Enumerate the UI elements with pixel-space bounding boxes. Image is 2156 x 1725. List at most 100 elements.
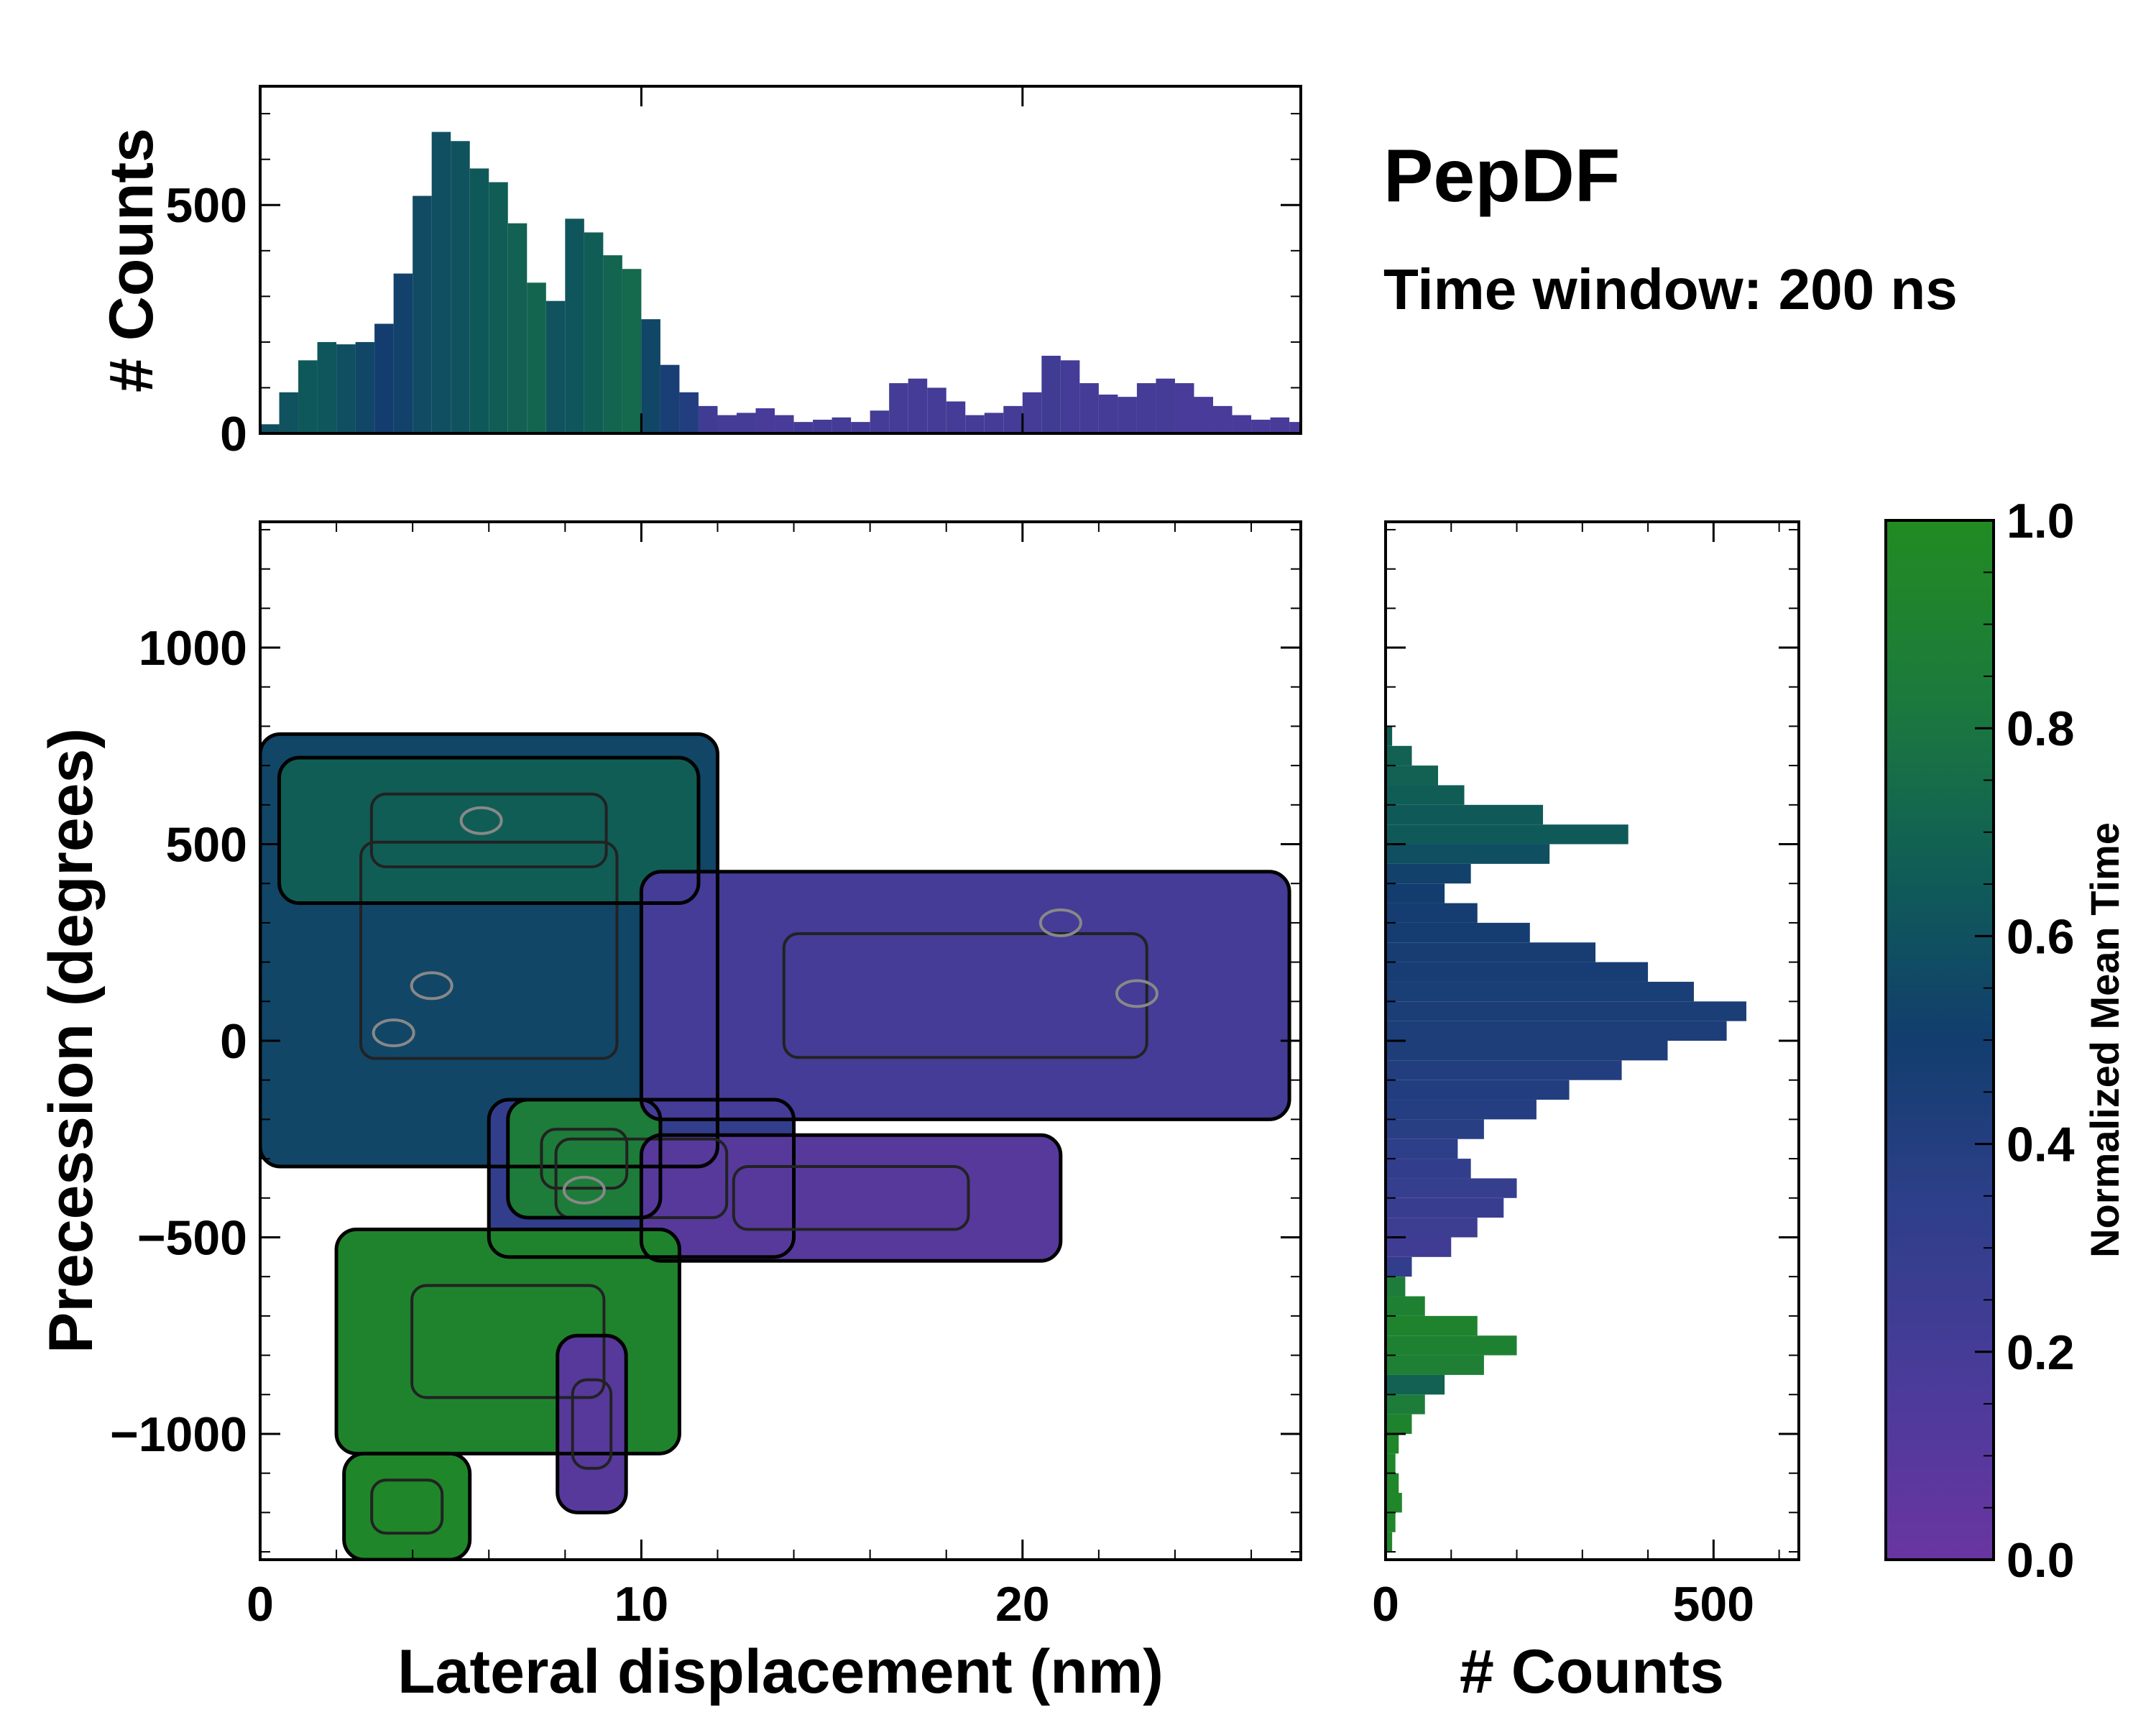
heatmap-region-middle-green: [507, 1100, 660, 1218]
right-histogram-bar: [1386, 804, 1544, 825]
right-histogram-bar: [1386, 1178, 1517, 1198]
top-histogram-bar: [813, 419, 832, 433]
heatmap-region-lower-green: [336, 1229, 680, 1454]
right-histogram-bar: [1386, 1433, 1399, 1454]
main-x-tick-label: 10: [614, 1577, 669, 1632]
top-histogram-bar: [793, 422, 814, 433]
right-histogram-bar: [1386, 903, 1478, 923]
colorbar: 0.0 0.2 0.4 0.6 0.8 1.0 Normalized Mean Time: [1884, 494, 2127, 1588]
top-histogram-bar: [1079, 383, 1099, 433]
right-histogram-bar: [1386, 1060, 1622, 1080]
contour-inner-right-arm-lower: [732, 1165, 970, 1231]
top-histogram-bar: [489, 182, 508, 434]
contour-outline-middle-green: [506, 1098, 663, 1220]
main-y-axis-label: Precession (degrees): [37, 728, 106, 1353]
top-histogram-bar: [851, 422, 870, 433]
top-histogram-bar: [1118, 397, 1137, 433]
top-histogram-bar: [1136, 383, 1156, 433]
right-histogram-x-tick-label: 0: [1372, 1577, 1399, 1632]
right-histogram-bar: [1386, 785, 1465, 805]
top-histogram-bar: [927, 387, 946, 433]
contour-inner-lower-green: [410, 1284, 606, 1399]
main-plot: 0 10 20 −1000 −500 0 500 1000 Lateral displace…: [37, 520, 1302, 1706]
top-histogram-bar: [374, 323, 394, 433]
main-x-tick-label: 20: [995, 1577, 1050, 1632]
top-histogram-bar: [413, 196, 432, 433]
contour-outline-bottom-tail: [342, 1451, 472, 1560]
right-histogram-bar: [1386, 1256, 1412, 1277]
top-histogram-bar: [1060, 360, 1080, 433]
top-histogram-bar: [279, 392, 299, 433]
right-histogram-bar: [1386, 1473, 1399, 1494]
contour-inner-bottom-tail: [370, 1478, 444, 1535]
top-histogram: 0 500 # Counts: [97, 85, 1302, 461]
top-histogram-bar: [737, 413, 756, 433]
right-histogram-bar: [1386, 1218, 1478, 1238]
chart-subtitle: Time window: 200 ns: [1383, 257, 1958, 321]
right-histogram-bar: [1386, 726, 1393, 746]
top-histogram-bar: [889, 383, 908, 433]
right-histogram-bar: [1386, 1119, 1484, 1139]
top-histogram-bar: [545, 300, 566, 433]
right-histogram-bar: [1386, 765, 1439, 786]
right-histogram-bar: [1386, 1159, 1471, 1179]
right-histogram-bar: [1386, 844, 1550, 864]
top-histogram-y-tick-label: 0: [220, 407, 247, 461]
main-y-tick-label: −500: [137, 1210, 247, 1265]
density-peak-contour: [562, 1175, 606, 1205]
top-histogram-bars: [260, 132, 1301, 434]
top-histogram-bar: [507, 223, 528, 433]
contour-inner-middle-green: [540, 1128, 629, 1190]
right-histogram-bar: [1386, 1453, 1396, 1473]
density-peak-contour: [372, 1018, 415, 1048]
top-histogram-bar: [1213, 405, 1233, 433]
colorbar-tick-label: 0.4: [2007, 1118, 2075, 1172]
colorbar-tick-label: 1.0: [2007, 494, 2075, 548]
top-histogram-bar: [717, 415, 737, 433]
heatmap-region-right-arm-lower: [641, 1135, 1061, 1261]
heatmap-region-upper-left-cluster-top: [279, 758, 699, 903]
right-histogram-bar: [1386, 1100, 1537, 1120]
right-histogram-bar: [1386, 922, 1530, 943]
top-histogram-bar: [298, 360, 318, 433]
density-peak-contour: [410, 971, 453, 1000]
top-histogram-bar: [527, 282, 546, 433]
top-histogram-bar: [431, 132, 451, 434]
right-histogram-bar: [1386, 942, 1596, 962]
top-histogram-bar: [1098, 394, 1118, 433]
right-histogram-bar: [1386, 1414, 1412, 1434]
heatmap-region-right-arm-upper: [641, 871, 1290, 1120]
contour-outline-right-arm-upper: [639, 870, 1291, 1121]
top-histogram-bar: [1041, 355, 1061, 433]
right-histogram-bar: [1386, 1001, 1746, 1021]
main-x-axis-label: Lateral displacement (nm): [397, 1637, 1164, 1706]
contour-outline-lower-green: [334, 1228, 681, 1455]
main-y-tick-label: 500: [166, 818, 247, 873]
top-histogram-bar: [1251, 419, 1271, 433]
right-histogram-bar: [1386, 1021, 1727, 1041]
top-histogram-bar: [1156, 378, 1175, 433]
contour-inner-right-arm-upper: [782, 932, 1148, 1059]
right-histogram-bar: [1386, 1138, 1458, 1159]
top-histogram-bar: [1289, 422, 1301, 433]
heatmap-regions: [260, 734, 1290, 1560]
colorbar-tick-label: 0.6: [2007, 909, 2075, 964]
top-histogram-ticks: 0 500: [166, 86, 1301, 461]
heatmap-region-lower-purple-tail: [557, 1335, 627, 1513]
contour-outline-lower-purple-tail: [556, 1333, 628, 1514]
right-histogram-bars: [1386, 726, 1746, 1552]
contour-outline-upper-left-cluster-top: [277, 755, 701, 906]
main-x-ticks: 0 10 20: [247, 522, 1253, 1632]
top-histogram-bar: [984, 413, 1004, 433]
right-histogram-bar: [1386, 745, 1412, 766]
right-histogram-bar: [1386, 1237, 1452, 1257]
density-peak-contour: [459, 806, 503, 835]
top-histogram-bar: [755, 408, 775, 433]
top-histogram-bar: [622, 269, 642, 433]
top-histogram-bar: [679, 392, 699, 433]
top-histogram-bar: [336, 344, 356, 433]
top-histogram-bar: [565, 218, 584, 433]
right-histogram-bar: [1386, 1276, 1406, 1297]
colorbar-label: Normalized Mean Time: [2082, 822, 2127, 1258]
top-histogram-bar: [355, 341, 375, 433]
